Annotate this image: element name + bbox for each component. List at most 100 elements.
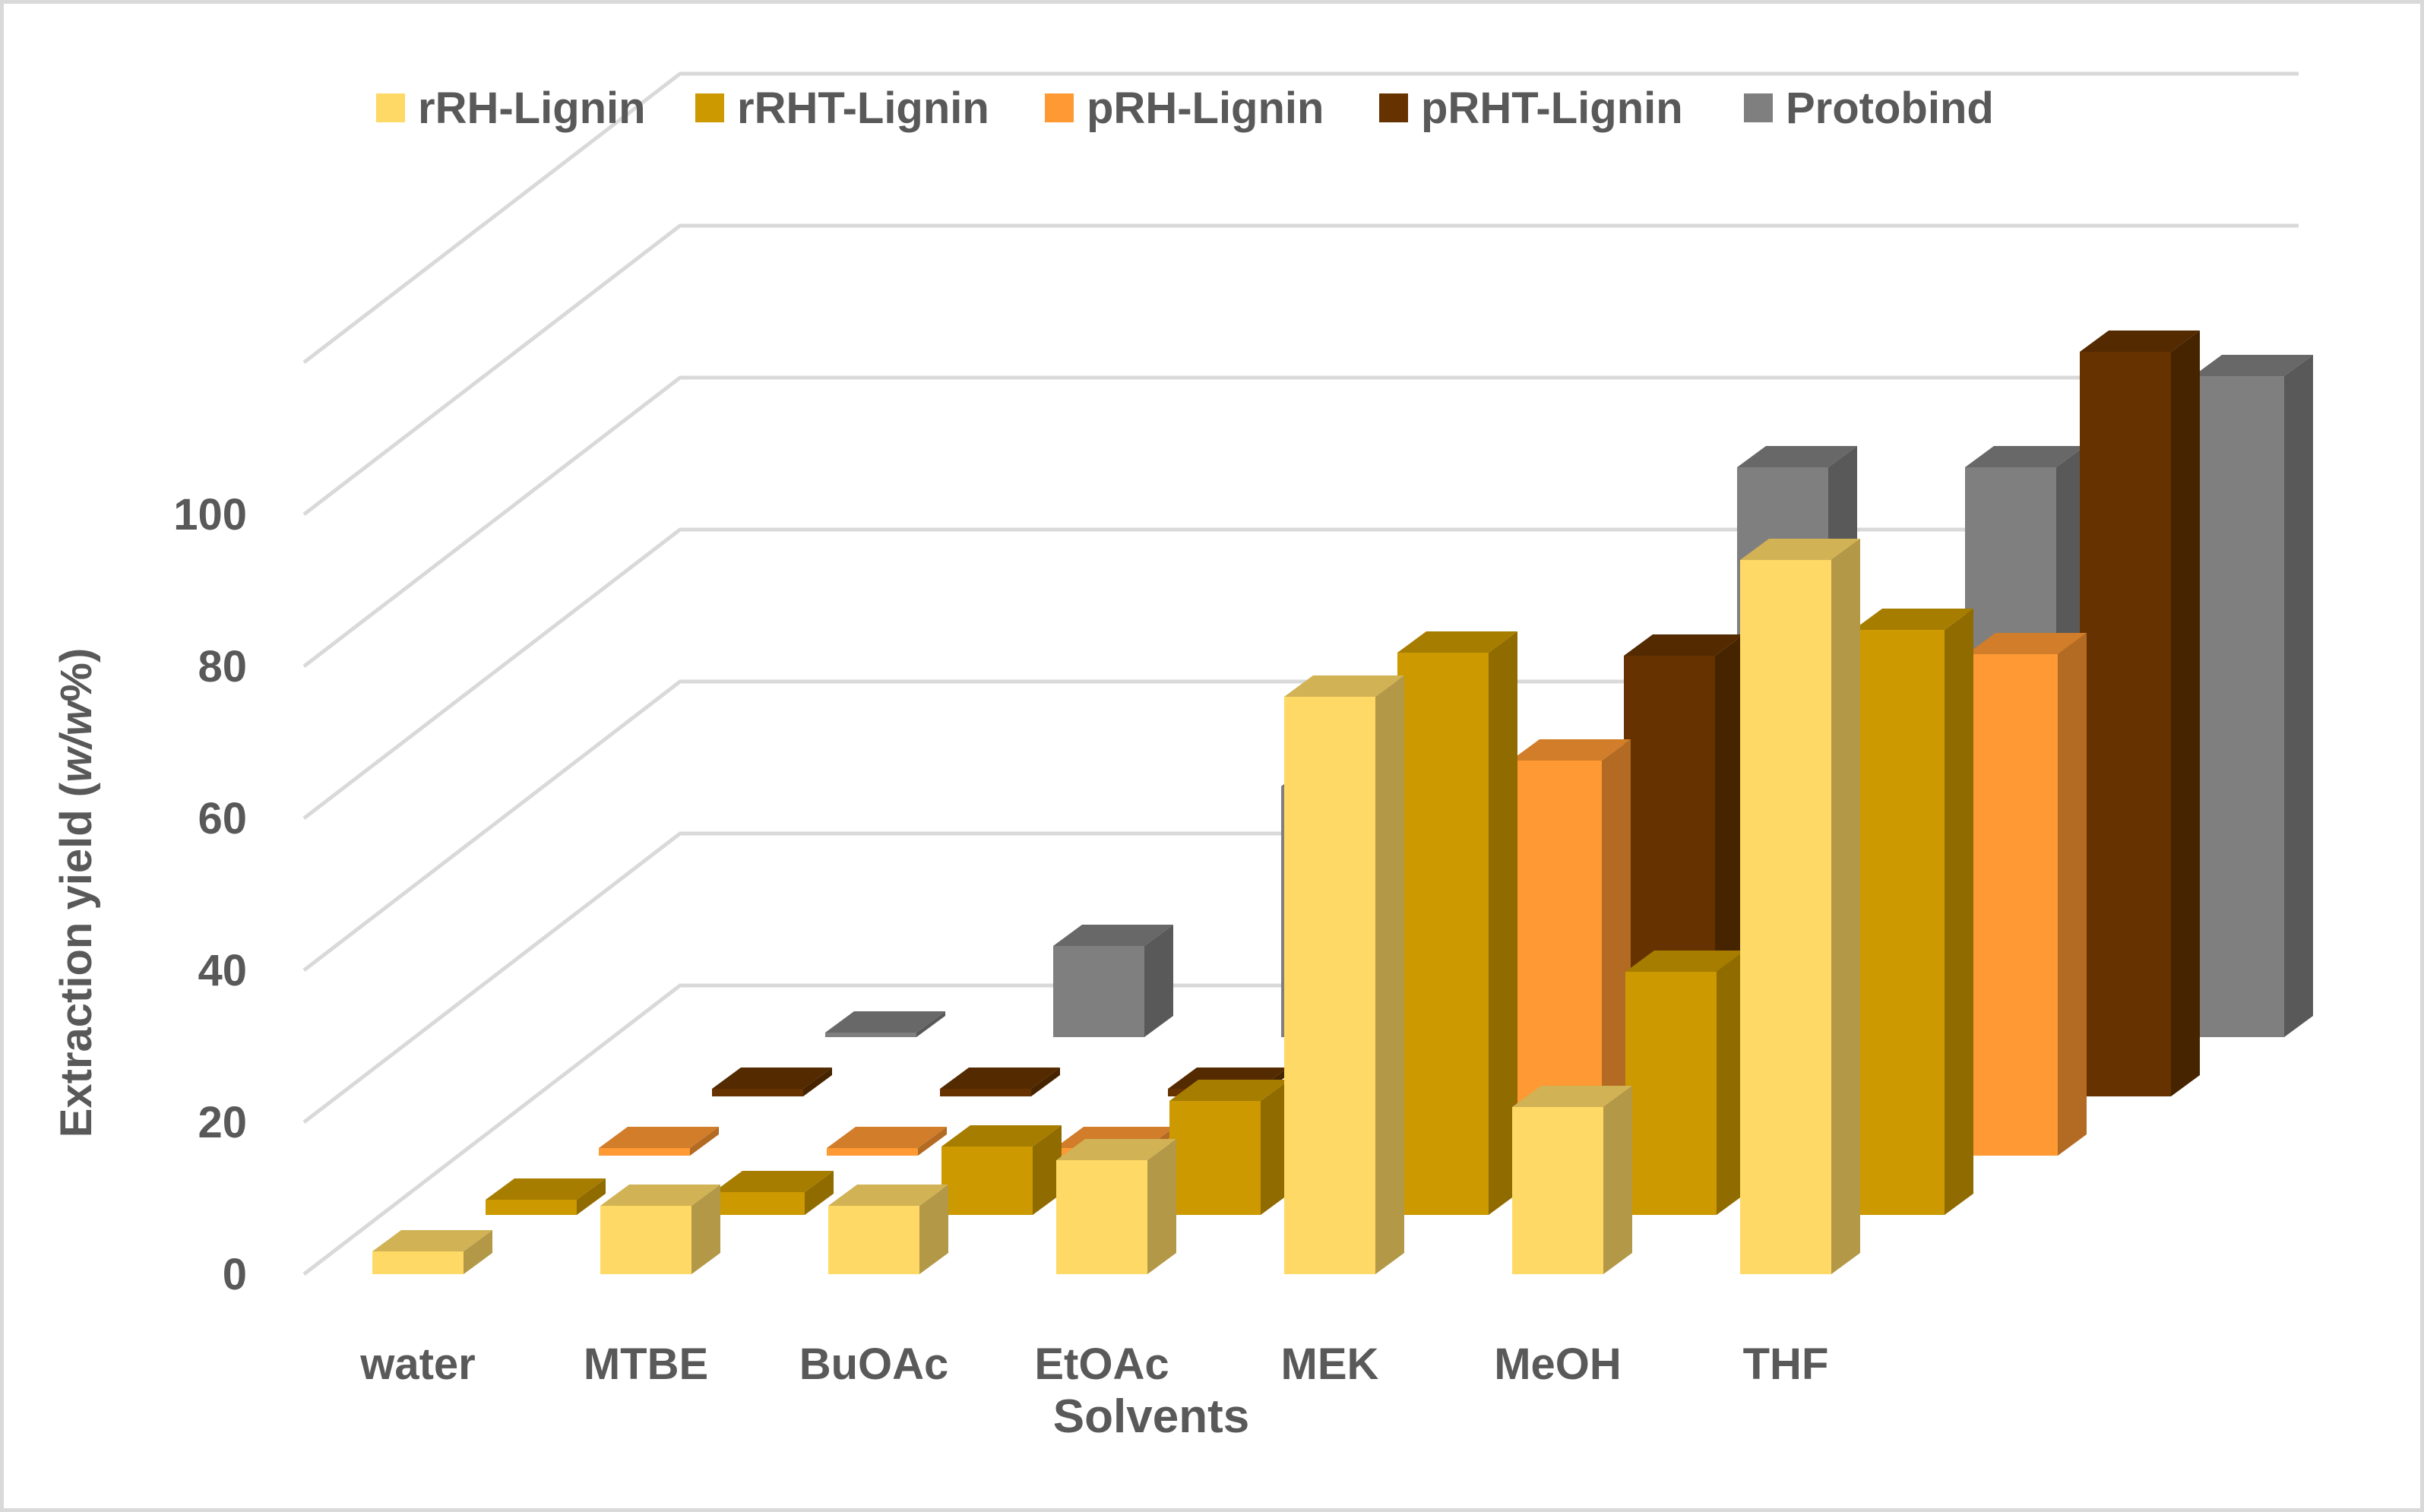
- legend-swatch: [695, 93, 724, 122]
- bar-rRHT-Lignin-BuOAc: [941, 1125, 1062, 1215]
- bar-rRH-Lignin-MeOH: [1512, 1086, 1632, 1274]
- bar-front: [600, 1206, 691, 1274]
- y-tick-label-40: 40: [198, 946, 247, 995]
- bar-front: [1284, 697, 1375, 1274]
- bar-pRHT-Lignin-MTBE: [940, 1068, 1060, 1096]
- bar-top: [712, 1068, 832, 1089]
- bar-side: [691, 1185, 720, 1274]
- bar-top: [1737, 446, 1857, 467]
- bar-side: [918, 1127, 947, 1156]
- x-tick-label-water: water: [359, 1340, 476, 1389]
- bar-side: [1717, 951, 1745, 1215]
- bar-top: [599, 1127, 719, 1148]
- legend-item-pRHT-Lignin: pRHT-Lignin: [1379, 84, 1683, 133]
- bar-side: [1147, 1139, 1176, 1274]
- legend-label: Protobind: [1786, 84, 1994, 133]
- bar-rRH-Lignin-BuOAc: [828, 1185, 948, 1274]
- bar-rRHT-Lignin-EtOAc: [1169, 1080, 1290, 1215]
- bar-top: [486, 1178, 606, 1200]
- x-tick-label-MTBE: MTBE: [584, 1340, 708, 1389]
- bar-top: [1053, 925, 1173, 946]
- bar-side: [1602, 739, 1631, 1156]
- bar-top: [1056, 1139, 1176, 1160]
- y-axis-label-part-3: %): [52, 648, 101, 702]
- bar-front: [941, 1147, 1033, 1215]
- bar-side: [1261, 1080, 1290, 1215]
- legend: rRH-Lignin rRHT-Lignin pRH-Lignin pRHT-Lign…: [376, 84, 1994, 133]
- bar-front: [599, 1148, 690, 1156]
- bar-side: [2058, 633, 2087, 1156]
- bar-side: [1144, 925, 1173, 1037]
- bar-top: [600, 1185, 720, 1206]
- legend-item-Protobind: Protobind: [1744, 84, 1994, 133]
- bar-top: [1625, 951, 1745, 972]
- bar-top: [1740, 539, 1860, 560]
- bars: [372, 331, 2313, 1274]
- bar-top: [1511, 739, 1631, 761]
- bar-rRHT-Lignin-MeOH: [1625, 951, 1745, 1215]
- bar-pRHT-Lignin-THF: [2080, 331, 2200, 1096]
- bar-front: [1740, 560, 1831, 1274]
- bar-side: [1033, 1125, 1062, 1215]
- legend-label: pRHT-Lignin: [1421, 84, 1683, 133]
- bar-side: [1031, 1068, 1060, 1096]
- bar-front: [1053, 946, 1144, 1037]
- bar-rRH-Lignin-water: [372, 1230, 492, 1274]
- bar-rRHT-Lignin-MTBE: [714, 1171, 834, 1215]
- x-axis-label: Solvents: [1053, 1390, 1249, 1443]
- bar-top: [825, 1011, 945, 1033]
- legend-label: rRHT-Lignin: [737, 84, 989, 133]
- bar-pRH-Lignin-water: [599, 1127, 719, 1156]
- x-tick-label-MEK: MEK: [1281, 1340, 1379, 1389]
- bar-side: [1603, 1086, 1632, 1274]
- bar-front: [825, 1033, 916, 1037]
- legend-swatch: [1379, 93, 1408, 122]
- bar-side: [916, 1011, 945, 1037]
- bar-pRHT-Lignin-water: [712, 1068, 832, 1096]
- bar-side: [464, 1230, 492, 1274]
- bar-front: [827, 1148, 918, 1156]
- bar-top: [828, 1185, 948, 1206]
- y-tick-label-100: 100: [173, 490, 247, 539]
- legend-label: pRH-Lignin: [1087, 84, 1324, 133]
- bar-rRH-Lignin-THF: [1740, 539, 1860, 1274]
- bar-Protobind-THF: [2193, 355, 2313, 1037]
- bar-side: [1375, 675, 1404, 1274]
- bar-Protobind-water: [825, 1011, 945, 1037]
- bar-pRH-Lignin-THF: [1967, 633, 2087, 1156]
- bar-front: [2080, 352, 2171, 1096]
- y-axis-label-part-2: w/w: [52, 699, 101, 783]
- bar-side: [805, 1171, 834, 1215]
- bar-front: [828, 1206, 919, 1274]
- bar-front: [1853, 630, 1945, 1215]
- bar-side: [919, 1185, 948, 1274]
- bar-rRHT-Lignin-THF: [1853, 609, 1973, 1215]
- bar-rRH-Lignin-MTBE: [600, 1185, 720, 1274]
- legend-item-rRH-Lignin: rRH-Lignin: [376, 84, 646, 133]
- bar-top: [827, 1127, 947, 1148]
- bar-front: [1397, 653, 1489, 1215]
- y-axis-label: Extraction yield (w/w%): [52, 648, 101, 1138]
- bar-rRHT-Lignin-MEK: [1397, 631, 1517, 1215]
- bar-top: [1967, 633, 2087, 654]
- legend-label: rRH-Lignin: [418, 84, 646, 133]
- bar-front: [372, 1251, 464, 1274]
- bar-front: [1169, 1101, 1261, 1215]
- bar-top: [1169, 1080, 1290, 1101]
- bar-front: [1625, 972, 1717, 1215]
- x-tick-label-MeOH: MeOH: [1494, 1340, 1622, 1389]
- bar-pRH-Lignin-MTBE: [827, 1127, 947, 1156]
- x-tick-label-BuOAc: BuOAc: [799, 1340, 949, 1389]
- gridline-top: [302, 71, 2299, 364]
- legend-swatch: [1045, 93, 1074, 122]
- bar-front: [2193, 376, 2284, 1037]
- bar-side: [2171, 331, 2200, 1096]
- bar-rRHT-Lignin-water: [486, 1178, 606, 1215]
- bar-top: [1284, 675, 1404, 697]
- gridline-80: [302, 375, 2299, 668]
- x-tick-labels: water MTBE BuOAc EtOAc MEK MeOH THF: [359, 1340, 1828, 1389]
- bar-side: [577, 1178, 606, 1215]
- bar-side: [2284, 355, 2313, 1037]
- bar-top: [1624, 634, 1744, 656]
